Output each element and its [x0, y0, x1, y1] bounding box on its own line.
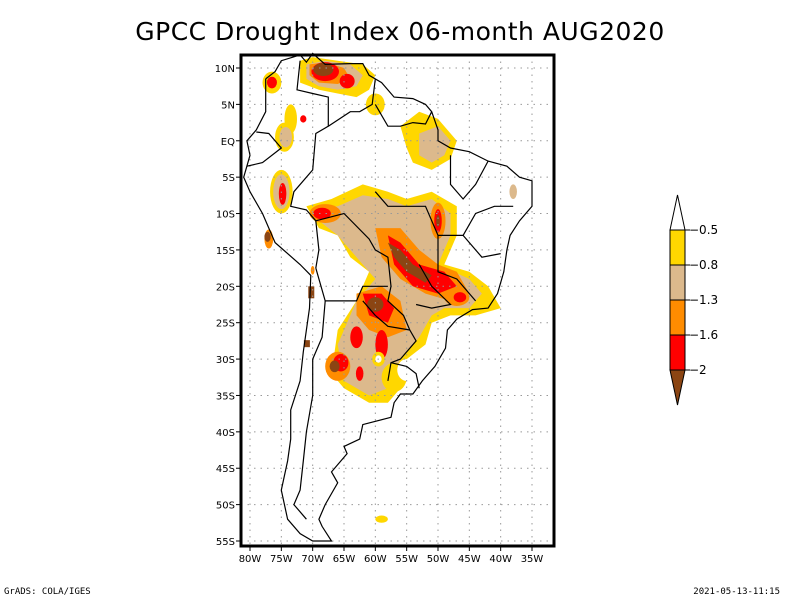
border [462, 235, 501, 258]
colorbar-bin [669, 369, 686, 406]
lat-tick-label: 40S [216, 428, 235, 439]
drought-area [278, 182, 287, 205]
lon-tick-label: 65W [333, 554, 356, 565]
coastline [243, 52, 533, 542]
drought-area [303, 340, 310, 348]
drought-area [264, 231, 271, 242]
drought-area [387, 235, 457, 294]
colorbar-label: −0.8 [689, 258, 718, 272]
border [437, 235, 477, 302]
lon-tick-label: 50W [427, 554, 450, 565]
lon-tick-label: 35W [521, 554, 544, 565]
coastlines-borders [243, 52, 533, 542]
colorbar-label: −1.3 [689, 293, 718, 307]
border [449, 155, 489, 200]
colorbar-bin [669, 264, 686, 301]
colorbar-bin [669, 194, 686, 231]
lat-tick-label: 5N [221, 100, 235, 111]
drought-area [355, 366, 364, 381]
lat-tick-label: 10N [215, 64, 235, 75]
drought-area [375, 515, 388, 523]
lon-tick-label: 80W [239, 554, 262, 565]
border [246, 131, 283, 167]
border [415, 264, 452, 309]
lat-tick-label: 10S [216, 210, 235, 221]
lat-tick-label: 30S [216, 355, 235, 366]
lon-tick-label: 45W [458, 554, 481, 565]
drought-area [509, 184, 517, 199]
grid-lines [241, 55, 554, 546]
lon-tick-label: 75W [270, 554, 293, 565]
border [374, 104, 433, 127]
border [293, 300, 326, 520]
colorbar-legend: −0.5 −0.8 −1.3 −1.6 −2 [669, 194, 718, 406]
border [374, 191, 464, 236]
drought-area [367, 297, 384, 312]
lat-tick-label: 35S [216, 391, 235, 402]
lat-tick-label: 50S [216, 501, 235, 512]
colorbar-bin [669, 299, 686, 336]
colorbar-label: −1.6 [689, 328, 718, 342]
lat-tick-label: 20S [216, 282, 235, 293]
drought-area [387, 242, 432, 283]
border [327, 78, 376, 127]
lat-tick-label: 15S [216, 246, 235, 257]
lat-tick-label: 25S [216, 319, 235, 330]
colorbar-label: −2 [689, 363, 707, 377]
border [289, 60, 329, 269]
lat-tick-label: EQ [221, 137, 235, 148]
lat-tick-label: 45S [216, 464, 235, 475]
drought-area [350, 326, 363, 349]
drought-area [308, 286, 315, 299]
drought-area [329, 360, 340, 373]
drought-area [300, 115, 307, 123]
drought-area [397, 359, 417, 381]
lat-tick-label: 55S [216, 537, 235, 548]
border [362, 300, 410, 331]
colorbar-bin [669, 229, 686, 266]
lon-tick-label: 70W [301, 554, 324, 565]
drought-area [339, 73, 355, 89]
lon-tick-label: 60W [364, 554, 387, 565]
border [315, 212, 417, 382]
drought-area [279, 126, 292, 148]
axis-ticks: 10N 5N EQ 5S 10S 15S 20S 25S 30S 35S 40S 45S 50S 55S 8… [215, 64, 544, 565]
border [462, 205, 514, 236]
timestamp: 2021-05-13-11:15 [693, 587, 780, 597]
map-frame [239, 53, 556, 548]
colorbar-bin [669, 334, 686, 371]
grads-credit: GrADS: COLA/IGES [4, 587, 91, 597]
lon-tick-label: 55W [395, 554, 418, 565]
drought-area [436, 214, 440, 227]
border [390, 362, 420, 389]
lon-tick-label: 40W [489, 554, 512, 565]
colorbar-label: −0.5 [689, 223, 718, 237]
drought-area [453, 292, 467, 303]
drought-area [313, 62, 334, 77]
drought-area [419, 126, 451, 163]
drought-area [266, 76, 277, 89]
drought-area [313, 207, 331, 220]
lat-tick-label: 5S [222, 173, 235, 184]
border [315, 267, 388, 302]
chart-title: GPCC Drought Index 06-month AUG2020 [135, 17, 665, 46]
